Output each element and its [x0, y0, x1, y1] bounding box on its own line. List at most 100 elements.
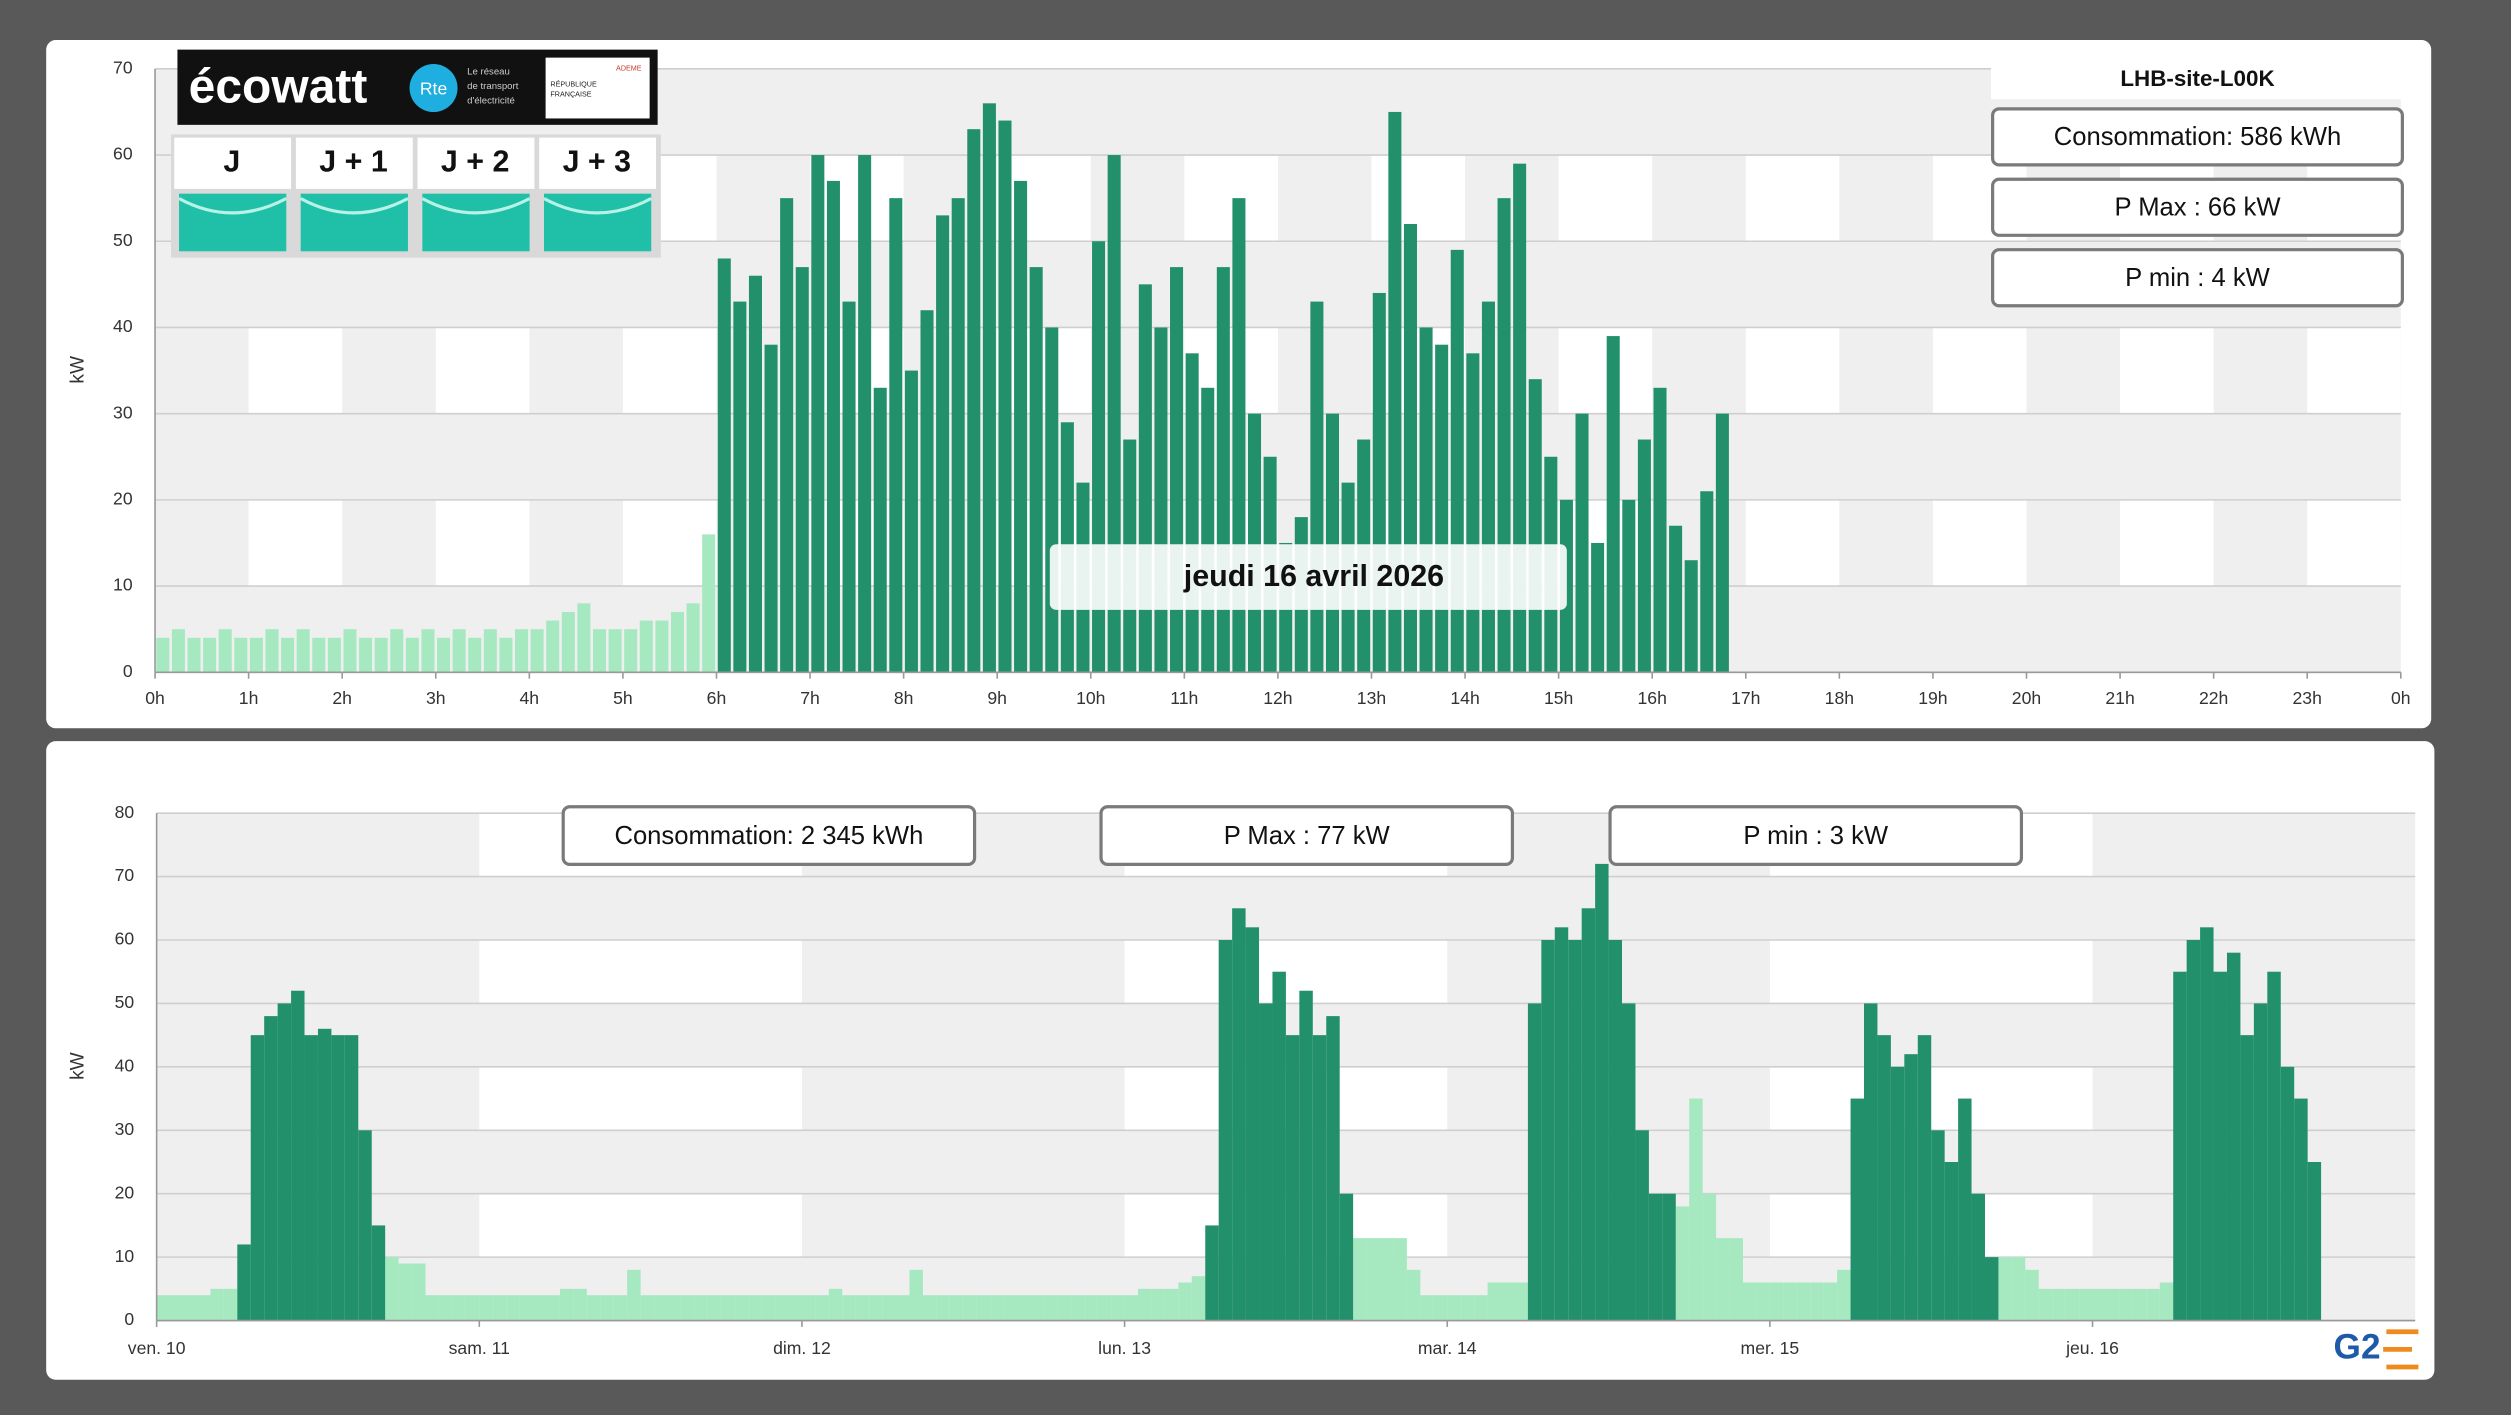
x-tick-label: 4h: [520, 688, 540, 708]
x-tick-label: 16h: [1638, 688, 1667, 708]
y-tick-label: 10: [115, 1246, 135, 1266]
bar: [297, 629, 310, 672]
bar: [654, 1295, 667, 1320]
bar: [1945, 1162, 1958, 1321]
bar: [390, 629, 403, 672]
y-tick-label: 80: [115, 802, 135, 822]
bar: [1232, 908, 1245, 1320]
bar: [2052, 1289, 2065, 1321]
day-label: J + 3: [563, 144, 631, 178]
day-signal: [422, 194, 529, 252]
plot-band: [1559, 155, 1653, 241]
info-text: P min : 4 kW: [2125, 264, 2271, 292]
x-tick-label: 3h: [426, 688, 446, 708]
footer-logo: G2: [2334, 1328, 2381, 1367]
bar: [1824, 1283, 1837, 1321]
bar: [1743, 1283, 1756, 1321]
bar: [1541, 940, 1554, 1321]
y-tick-label: 20: [115, 1182, 135, 1202]
bar: [1367, 1238, 1380, 1320]
x-tick-label: mar. 14: [1418, 1338, 1477, 1358]
bar: [1488, 1283, 1501, 1321]
x-tick-label: 22h: [2199, 688, 2228, 708]
bar: [1178, 1283, 1191, 1321]
bar: [278, 1003, 291, 1320]
bar: [587, 1295, 600, 1320]
bar: [219, 629, 232, 672]
bar: [493, 1295, 506, 1320]
x-tick-label: 1h: [239, 688, 259, 708]
bar: [708, 1295, 721, 1320]
bar: [2214, 972, 2227, 1321]
y-tick-label: 70: [115, 865, 135, 885]
bar: [343, 629, 356, 672]
bar: [842, 1295, 855, 1320]
plot-band: [249, 500, 343, 586]
bar: [1111, 1295, 1124, 1320]
bar: [406, 638, 419, 672]
bar: [1353, 1238, 1366, 1320]
bar: [358, 1130, 371, 1320]
bar: [157, 1295, 170, 1320]
bar: [375, 638, 388, 672]
bar: [1014, 181, 1027, 672]
bar: [1797, 1283, 1810, 1321]
x-tick-label: 8h: [894, 688, 914, 708]
bar: [1299, 991, 1312, 1321]
bar: [1730, 1238, 1743, 1320]
bar: [950, 1295, 963, 1320]
bar: [264, 1016, 277, 1320]
plot-band: [479, 1194, 802, 1257]
bar: [2200, 927, 2213, 1320]
y-tick-label: 30: [115, 1119, 135, 1139]
bar: [1084, 1295, 1097, 1320]
bar: [749, 276, 762, 673]
bar: [780, 198, 793, 672]
bar: [1030, 267, 1043, 672]
bar: [869, 1295, 882, 1320]
plot-band: [1184, 155, 1278, 241]
y-tick-label: 0: [124, 1309, 134, 1329]
bar: [1466, 353, 1479, 672]
plot-band: [1746, 500, 1840, 586]
plot-band: [1746, 327, 1840, 413]
bar: [312, 638, 325, 672]
bar: [1514, 1283, 1527, 1321]
bar: [1756, 1283, 1769, 1321]
bar: [1071, 1295, 1084, 1320]
bar: [1837, 1270, 1850, 1321]
bar: [1139, 284, 1152, 672]
x-tick-label: mer. 15: [1741, 1338, 1800, 1358]
bar: [1716, 414, 1729, 673]
bar: [2227, 953, 2240, 1321]
info-text: P Max : 77 kW: [1224, 822, 1391, 850]
bar: [224, 1289, 237, 1321]
x-tick-label: sam. 11: [449, 1338, 510, 1358]
bar: [983, 103, 996, 672]
x-tick-label: 10h: [1076, 688, 1105, 708]
y-tick-label: 60: [113, 144, 133, 164]
bar: [2039, 1289, 2052, 1321]
x-tick-label: 18h: [1825, 688, 1854, 708]
bar: [2066, 1289, 2079, 1321]
x-tick-label: 7h: [800, 688, 820, 708]
bar: [856, 1295, 869, 1320]
bar: [2267, 972, 2280, 1321]
bar: [331, 1035, 344, 1320]
day-signal: [544, 194, 651, 252]
bar: [600, 1295, 613, 1320]
bar: [412, 1263, 425, 1320]
bar: [1958, 1099, 1971, 1321]
bar: [345, 1035, 358, 1320]
plot-band: [2307, 327, 2401, 413]
ecowatt-logo: écowatt: [189, 60, 368, 113]
bar: [506, 1295, 519, 1320]
x-tick-label: 9h: [987, 688, 1007, 708]
bar: [1326, 1016, 1339, 1320]
bar: [2281, 1067, 2294, 1321]
bar: [2025, 1270, 2038, 1321]
bar: [372, 1225, 385, 1320]
bar: [1972, 1194, 1985, 1321]
bar: [1783, 1283, 1796, 1321]
bar: [1165, 1289, 1178, 1321]
